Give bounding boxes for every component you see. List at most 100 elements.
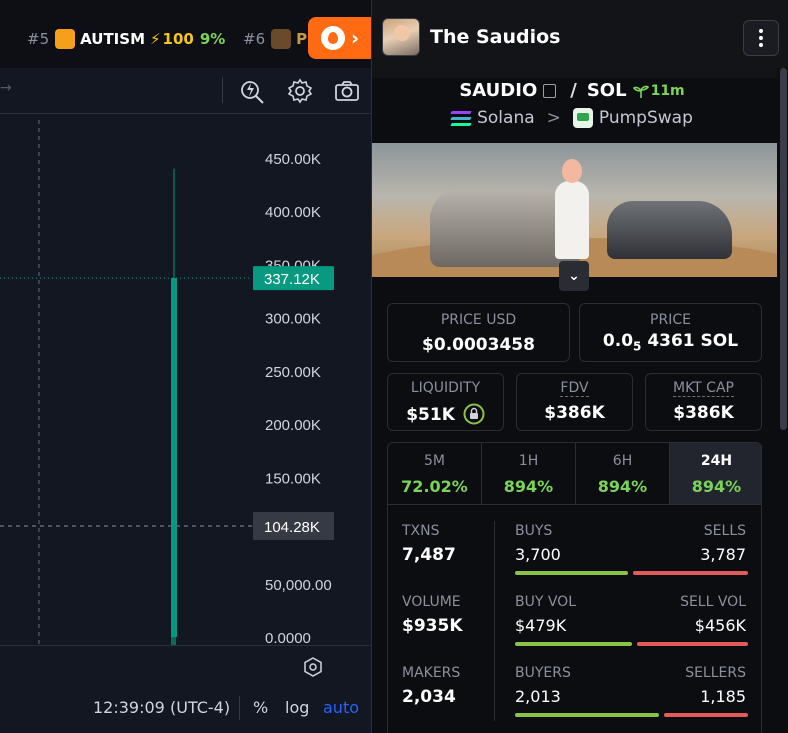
tab-change: 894% [597, 477, 648, 496]
trending-item-6[interactable]: #6 P [243, 28, 312, 50]
mkt-cap-label-wrap: MKT CAP [646, 380, 761, 397]
tab-1h[interactable]: 1H 894% [482, 443, 576, 504]
token-panel: The Saudios SAUDIO / SOL 11m Solana > Pu… [371, 0, 788, 733]
chart-toolbar: → [0, 68, 371, 114]
banner-head [562, 159, 582, 183]
trending-rank: #5 [27, 30, 50, 48]
tab-label: 24H [700, 453, 733, 469]
fire-icon [320, 26, 345, 50]
trending-strip: #5 AUTISM ⚡ 100 9% #6 P › [0, 0, 372, 76]
volume-value: $935K [402, 616, 463, 636]
tab-change: 72.02% [401, 477, 468, 496]
more-menu-button[interactable] [743, 20, 779, 56]
trending-rank: #6 [243, 30, 266, 48]
liquidity-box: LIQUIDITY $51K [387, 373, 504, 431]
panel-header: The Saudios [372, 0, 788, 78]
quote-symbol: SOL [586, 80, 627, 101]
trending-fire-button[interactable]: › [308, 17, 372, 59]
toolbar-divider [222, 77, 223, 103]
tab-5m[interactable]: 5M 72.02% [388, 443, 482, 504]
status-divider [239, 696, 240, 720]
liquidity-label: LIQUIDITY [410, 380, 481, 396]
price-axis-tick: 400.00K [265, 204, 321, 221]
pair-info: SAUDIO / SOL 11m Solana > PumpSwap [372, 78, 772, 142]
fdv-label-wrap: FDV [517, 380, 632, 397]
price-chart[interactable]: 450.00K 400.00K 350.00K 300.00K 250.00K 200.0… [0, 115, 371, 645]
tab-24h[interactable]: 24H 894% [670, 443, 761, 504]
camera-icon[interactable] [333, 77, 361, 105]
price-axis-tick: 300.00K [265, 311, 321, 328]
arrow-right-icon[interactable]: → [0, 80, 12, 96]
lock-icon[interactable] [463, 403, 485, 425]
sprout-icon [632, 85, 649, 98]
chain-name[interactable]: Solana [477, 108, 535, 128]
expand-banner-button[interactable]: ⌄ [559, 261, 589, 291]
buys-bar [515, 571, 628, 575]
stats-card: 5M 72.02% 1H 894% 6H 894% 24H 894% TXNS … [387, 442, 762, 733]
chart-clock[interactable]: 12:39:09 (UTC-4) [93, 698, 231, 717]
sell-vol-bar [637, 642, 748, 646]
buyers-label: BUYERS [515, 665, 571, 681]
liquidity-value-wrap: $51K [388, 403, 503, 425]
tab-change: 894% [691, 477, 742, 496]
tab-label: 1H [518, 453, 539, 469]
sellers-label: SELLERS [685, 665, 746, 681]
buyers-value: 2,013 [515, 687, 561, 706]
trending-change: 9% [199, 30, 226, 48]
lightning-search-icon[interactable] [238, 77, 266, 105]
auto-scale-button[interactable]: auto [323, 698, 360, 717]
pumpswap-icon [572, 108, 593, 128]
buy-vol-bar [515, 642, 632, 646]
sellers-value: 1,185 [700, 687, 746, 706]
price-native-rest: 4361 SOL [647, 331, 739, 351]
log-scale-button[interactable]: log [285, 698, 310, 717]
tab-label: 5M [424, 453, 445, 469]
sell-vol-value: $456K [694, 616, 746, 635]
pair-line: SAUDIO / SOL 11m [372, 80, 772, 101]
chevron-right-icon: › [350, 26, 360, 50]
fdv-box: FDV $386K [516, 373, 633, 431]
chain-chevron: > [546, 108, 561, 128]
percent-scale-button[interactable]: % [253, 698, 269, 717]
price-usd-value: $0.0003458 [422, 335, 535, 355]
price-axis-tick: 200.00K [265, 417, 321, 434]
sells-bar [633, 571, 748, 575]
dot-icon [759, 29, 763, 33]
banner-car [607, 201, 732, 259]
price-native-box: PRICE 0.05 4361 SOL [579, 303, 762, 362]
token-icon [271, 29, 292, 49]
makers-label: MAKERS [402, 665, 461, 681]
mkt-cap-box: MKT CAP $386K [645, 373, 762, 431]
dex-name[interactable]: PumpSwap [598, 108, 693, 128]
autism-token-icon [55, 29, 76, 49]
buys-value: 3,700 [515, 545, 561, 564]
price-axis-tick: 250.00K [265, 364, 321, 381]
hexagon-settings-icon[interactable] [302, 656, 324, 678]
txns-value: 7,487 [402, 545, 456, 565]
panel-scrollbar[interactable] [777, 68, 788, 733]
token-name: The Saudios [430, 26, 561, 48]
chart-canvas[interactable]: 450.00K400.00K350.00K300.00K250.00K200.0… [0, 115, 371, 645]
banner-robe [555, 181, 589, 259]
gear-icon[interactable] [286, 77, 314, 105]
pair-age: 11m [650, 82, 685, 99]
banner-figure [555, 159, 589, 259]
current-price-label: 337.12K [264, 271, 320, 288]
token-banner-image [372, 143, 777, 277]
makers-value: 2,034 [402, 687, 456, 707]
liquidity-value: $51K [406, 405, 455, 425]
txns-label: TXNS [402, 523, 440, 539]
price-axis-tick: 50,000.00 [265, 577, 332, 594]
tab-6h[interactable]: 6H 894% [576, 443, 670, 504]
dot-icon [759, 43, 763, 47]
price-native-value: 0.05 4361 SOL [580, 331, 761, 353]
price-axis-tick: 450.00K [265, 151, 321, 168]
scrollbar-thumb[interactable] [780, 68, 787, 430]
sells-value: 3,787 [700, 545, 746, 564]
price-native-label: PRICE [650, 312, 691, 328]
copy-icon[interactable] [543, 83, 557, 98]
trending-item-5[interactable]: #5 AUTISM ⚡ 100 9% [27, 28, 225, 50]
price-axis-tick: 0.0000 [265, 630, 311, 645]
buy-vol-label: BUY VOL [515, 594, 577, 610]
chain-line: Solana > PumpSwap [372, 108, 772, 128]
